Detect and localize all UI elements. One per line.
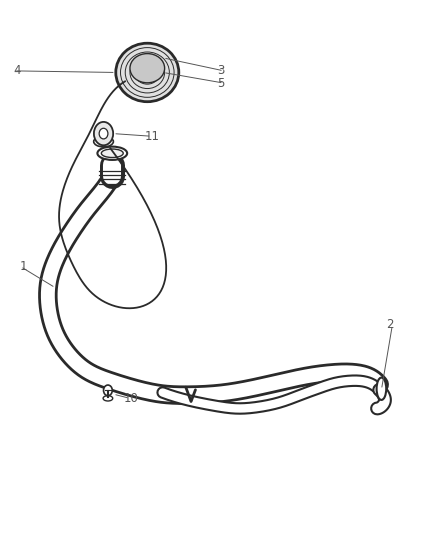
Ellipse shape [130, 54, 164, 83]
Ellipse shape [97, 147, 127, 160]
Ellipse shape [116, 43, 178, 102]
Ellipse shape [93, 136, 113, 147]
Ellipse shape [376, 377, 385, 400]
Text: 10: 10 [123, 392, 138, 405]
Text: 2: 2 [385, 319, 392, 332]
Circle shape [103, 385, 112, 395]
Text: 4: 4 [13, 64, 20, 77]
Circle shape [99, 128, 108, 139]
Circle shape [94, 122, 113, 146]
Ellipse shape [103, 395, 113, 401]
Text: 1: 1 [19, 260, 27, 273]
Ellipse shape [101, 149, 123, 158]
Text: 3: 3 [217, 64, 224, 77]
Text: 5: 5 [217, 77, 224, 90]
Text: 11: 11 [145, 130, 160, 143]
